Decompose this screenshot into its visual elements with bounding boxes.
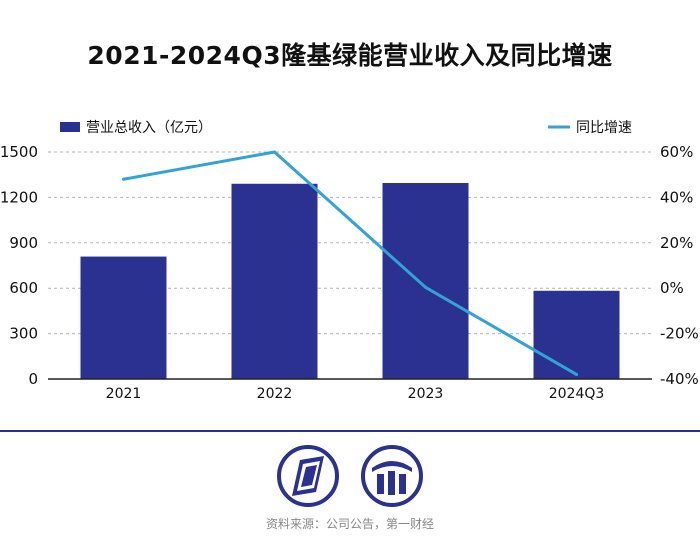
line-growth-rate [122, 150, 578, 376]
legend-label-growth: 同比增速 [576, 120, 632, 136]
bar-revenue [231, 183, 318, 379]
y-right-tick-label: 60% [660, 143, 693, 161]
y-left-tick-label: 1500 [0, 143, 38, 161]
y-right-tick-label: 0% [660, 279, 684, 297]
y-left-tick-label: 1200 [0, 188, 38, 206]
point-growth-rate [273, 150, 276, 154]
y-left-tick-label: 900 [9, 234, 38, 252]
bar-revenue [533, 290, 620, 379]
y-left-tick-label: 0 [28, 370, 38, 388]
legend-swatch-revenue [60, 122, 80, 132]
bar-revenue [80, 256, 167, 379]
y-right-tick-label: -20% [660, 325, 699, 343]
y-left-tick-label: 600 [9, 279, 38, 297]
legend-label-revenue: 营业总收入（亿元） [86, 120, 212, 136]
x-tick-label: 2024Q3 [549, 386, 605, 402]
x-tick-label: 2022 [257, 386, 293, 402]
x-tick-label: 2021 [106, 386, 142, 402]
chart-title: 2021-2024Q3隆基绿能营业收入及同比增速 [87, 41, 613, 70]
footer-logos [0, 444, 700, 508]
bar-revenue [382, 183, 469, 379]
footer-divider [0, 430, 700, 432]
y-right-tick-label: 40% [660, 188, 693, 206]
point-growth-rate [575, 372, 578, 376]
point-growth-rate [122, 177, 125, 181]
y-right-tick-label: 20% [660, 234, 693, 252]
y-left-tick-label: 300 [9, 325, 38, 343]
x-tick-label: 2023 [408, 386, 444, 402]
y-right-tick-label: -40% [660, 370, 699, 388]
bars-logo-icon [361, 445, 423, 507]
point-growth-rate [424, 285, 427, 289]
slanted-panel-logo-icon [277, 445, 339, 507]
revenue-growth-chart: 0 300 600 900 1200 1500 -40% -20% 0% 20% 40% 60% 202… [0, 120, 699, 402]
source-note: 资料来源：公司公告，第一财经 [265, 517, 434, 531]
